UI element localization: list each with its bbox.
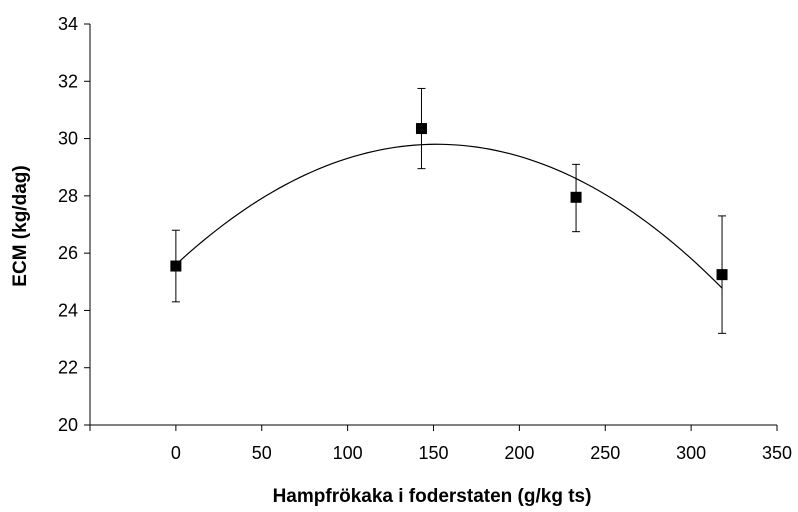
data-point (415, 123, 427, 135)
x-tick-label: 50 (252, 443, 272, 463)
x-tick-labels: 0 50 100 150 200 250 300 350 (171, 443, 792, 463)
y-tick-label: 20 (58, 415, 78, 435)
data-points (170, 123, 728, 281)
y-tick-labels: 20 22 24 26 28 30 32 34 (58, 14, 78, 435)
quadratic-trendline (175, 143, 723, 289)
y-tick-label: 28 (58, 186, 78, 206)
data-point (716, 269, 728, 281)
y-tick-label: 30 (58, 129, 78, 149)
axes (84, 23, 778, 431)
x-tick-label: 150 (418, 443, 448, 463)
x-tick-label: 300 (676, 443, 706, 463)
y-tick-label: 32 (58, 71, 78, 91)
y-tick-label: 26 (58, 243, 78, 263)
y-axis-title: ECM (kg/dag) (10, 165, 31, 286)
x-tick-label: 200 (504, 443, 534, 463)
x-tick-label: 0 (171, 443, 181, 463)
data-point (170, 260, 182, 272)
x-tick-label: 100 (333, 443, 363, 463)
x-tick-label: 350 (762, 443, 792, 463)
y-tick-label: 22 (58, 358, 78, 378)
x-tick-label: 250 (590, 443, 620, 463)
y-tick-label: 34 (58, 14, 78, 34)
x-axis-title: Hampfrökaka i foderstaten (g/kg ts) (273, 486, 592, 507)
data-point (570, 191, 582, 203)
error-bars (171, 87, 727, 334)
y-tick-label: 24 (58, 300, 78, 320)
